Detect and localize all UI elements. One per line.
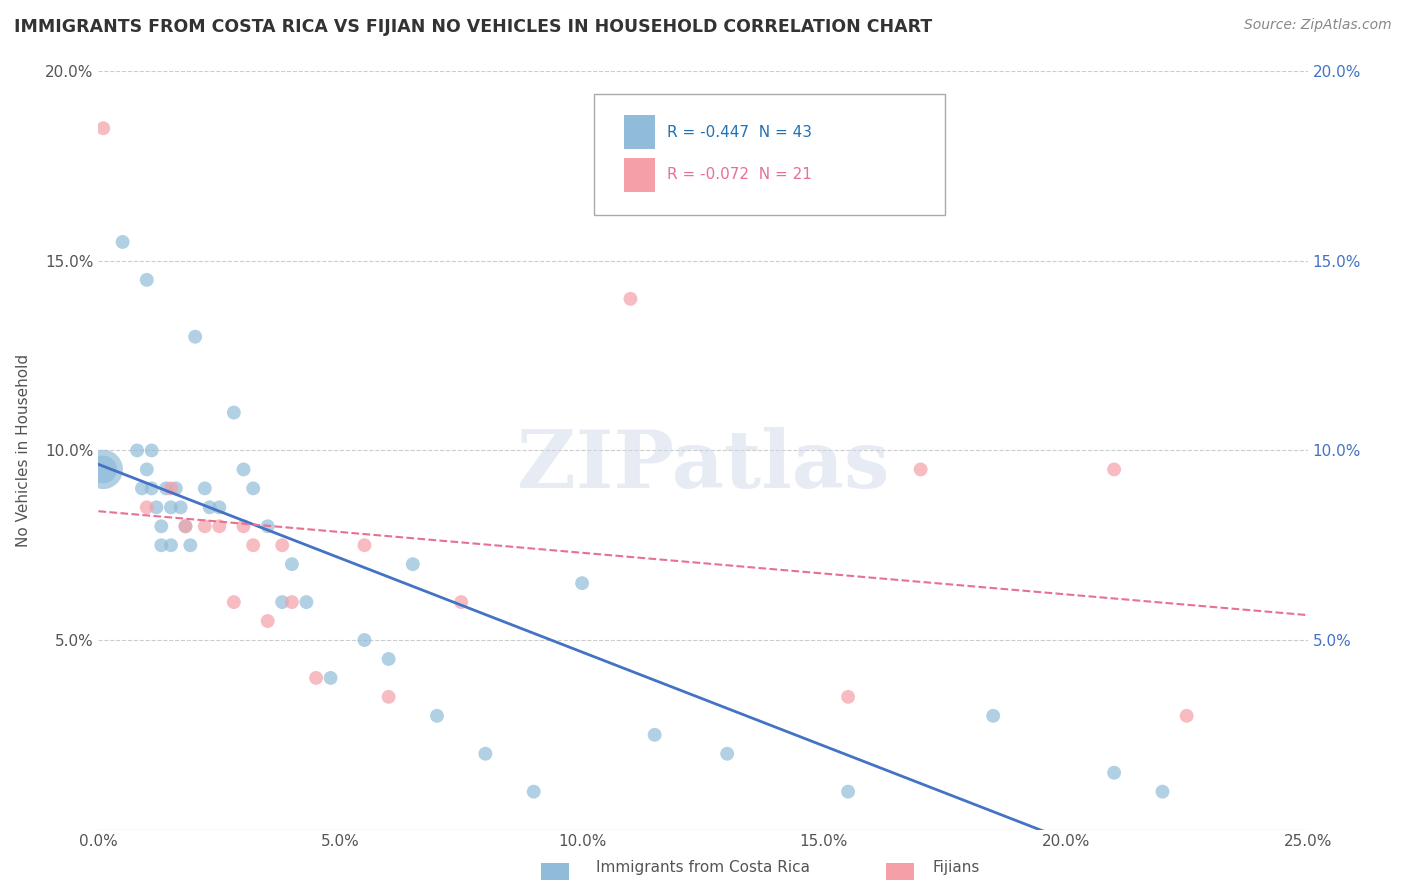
Point xyxy=(571,576,593,591)
Bar xyxy=(624,115,655,150)
FancyBboxPatch shape xyxy=(595,95,945,216)
Text: Fijians: Fijians xyxy=(932,861,980,875)
Point xyxy=(644,728,666,742)
Point xyxy=(305,671,328,685)
Point xyxy=(450,595,472,609)
Text: IMMIGRANTS FROM COSTA RICA VS FIJIAN NO VEHICLES IN HOUSEHOLD CORRELATION CHART: IMMIGRANTS FROM COSTA RICA VS FIJIAN NO … xyxy=(14,18,932,36)
Text: Source: ZipAtlas.com: Source: ZipAtlas.com xyxy=(1244,18,1392,32)
Point xyxy=(242,482,264,496)
Point xyxy=(174,519,197,533)
Point xyxy=(91,462,114,476)
Point xyxy=(141,482,163,496)
Point xyxy=(474,747,496,761)
Point xyxy=(208,519,231,533)
Point xyxy=(271,595,294,609)
Point xyxy=(135,500,157,515)
Point xyxy=(281,557,304,572)
Bar xyxy=(624,158,655,192)
Point xyxy=(179,538,201,552)
Point xyxy=(523,785,546,799)
Point xyxy=(91,462,114,476)
Point xyxy=(837,785,859,799)
Text: ZIPatlas: ZIPatlas xyxy=(517,426,889,505)
Point xyxy=(135,462,157,476)
Point xyxy=(194,519,217,533)
Point xyxy=(194,482,217,496)
Point xyxy=(377,652,399,666)
Point xyxy=(198,500,221,515)
Point xyxy=(165,482,187,496)
Point xyxy=(1152,785,1174,799)
Point xyxy=(91,121,114,136)
Point xyxy=(174,519,197,533)
Point xyxy=(256,519,278,533)
Point xyxy=(184,330,207,344)
Point xyxy=(242,538,264,552)
Point xyxy=(1175,708,1198,723)
Point xyxy=(135,273,157,287)
Point xyxy=(256,614,278,628)
Point xyxy=(169,500,191,515)
Y-axis label: No Vehicles in Household: No Vehicles in Household xyxy=(17,354,31,547)
Point xyxy=(353,633,375,648)
Point xyxy=(131,482,153,496)
Point xyxy=(1102,765,1125,780)
Point xyxy=(281,595,304,609)
Point xyxy=(619,292,641,306)
Point xyxy=(426,708,449,723)
Text: Immigrants from Costa Rica: Immigrants from Costa Rica xyxy=(596,861,810,875)
Point xyxy=(716,747,738,761)
Point xyxy=(160,500,183,515)
Text: R = -0.072  N = 21: R = -0.072 N = 21 xyxy=(666,168,811,182)
Text: R = -0.447  N = 43: R = -0.447 N = 43 xyxy=(666,125,811,140)
Point xyxy=(1102,462,1125,476)
Point xyxy=(160,482,183,496)
Point xyxy=(150,538,173,552)
Point xyxy=(319,671,342,685)
Point xyxy=(402,557,425,572)
Point xyxy=(981,708,1004,723)
Point xyxy=(222,595,245,609)
Point xyxy=(208,500,231,515)
Point xyxy=(377,690,399,704)
Point xyxy=(150,519,173,533)
Point xyxy=(353,538,375,552)
Point xyxy=(232,519,254,533)
Point xyxy=(160,538,183,552)
Point xyxy=(155,482,177,496)
Point xyxy=(127,443,149,458)
Point xyxy=(141,443,163,458)
Point xyxy=(910,462,932,476)
Point xyxy=(222,406,245,420)
Point xyxy=(111,235,134,249)
Point xyxy=(232,462,254,476)
Point xyxy=(295,595,318,609)
Point xyxy=(271,538,294,552)
Point xyxy=(837,690,859,704)
Point xyxy=(145,500,167,515)
